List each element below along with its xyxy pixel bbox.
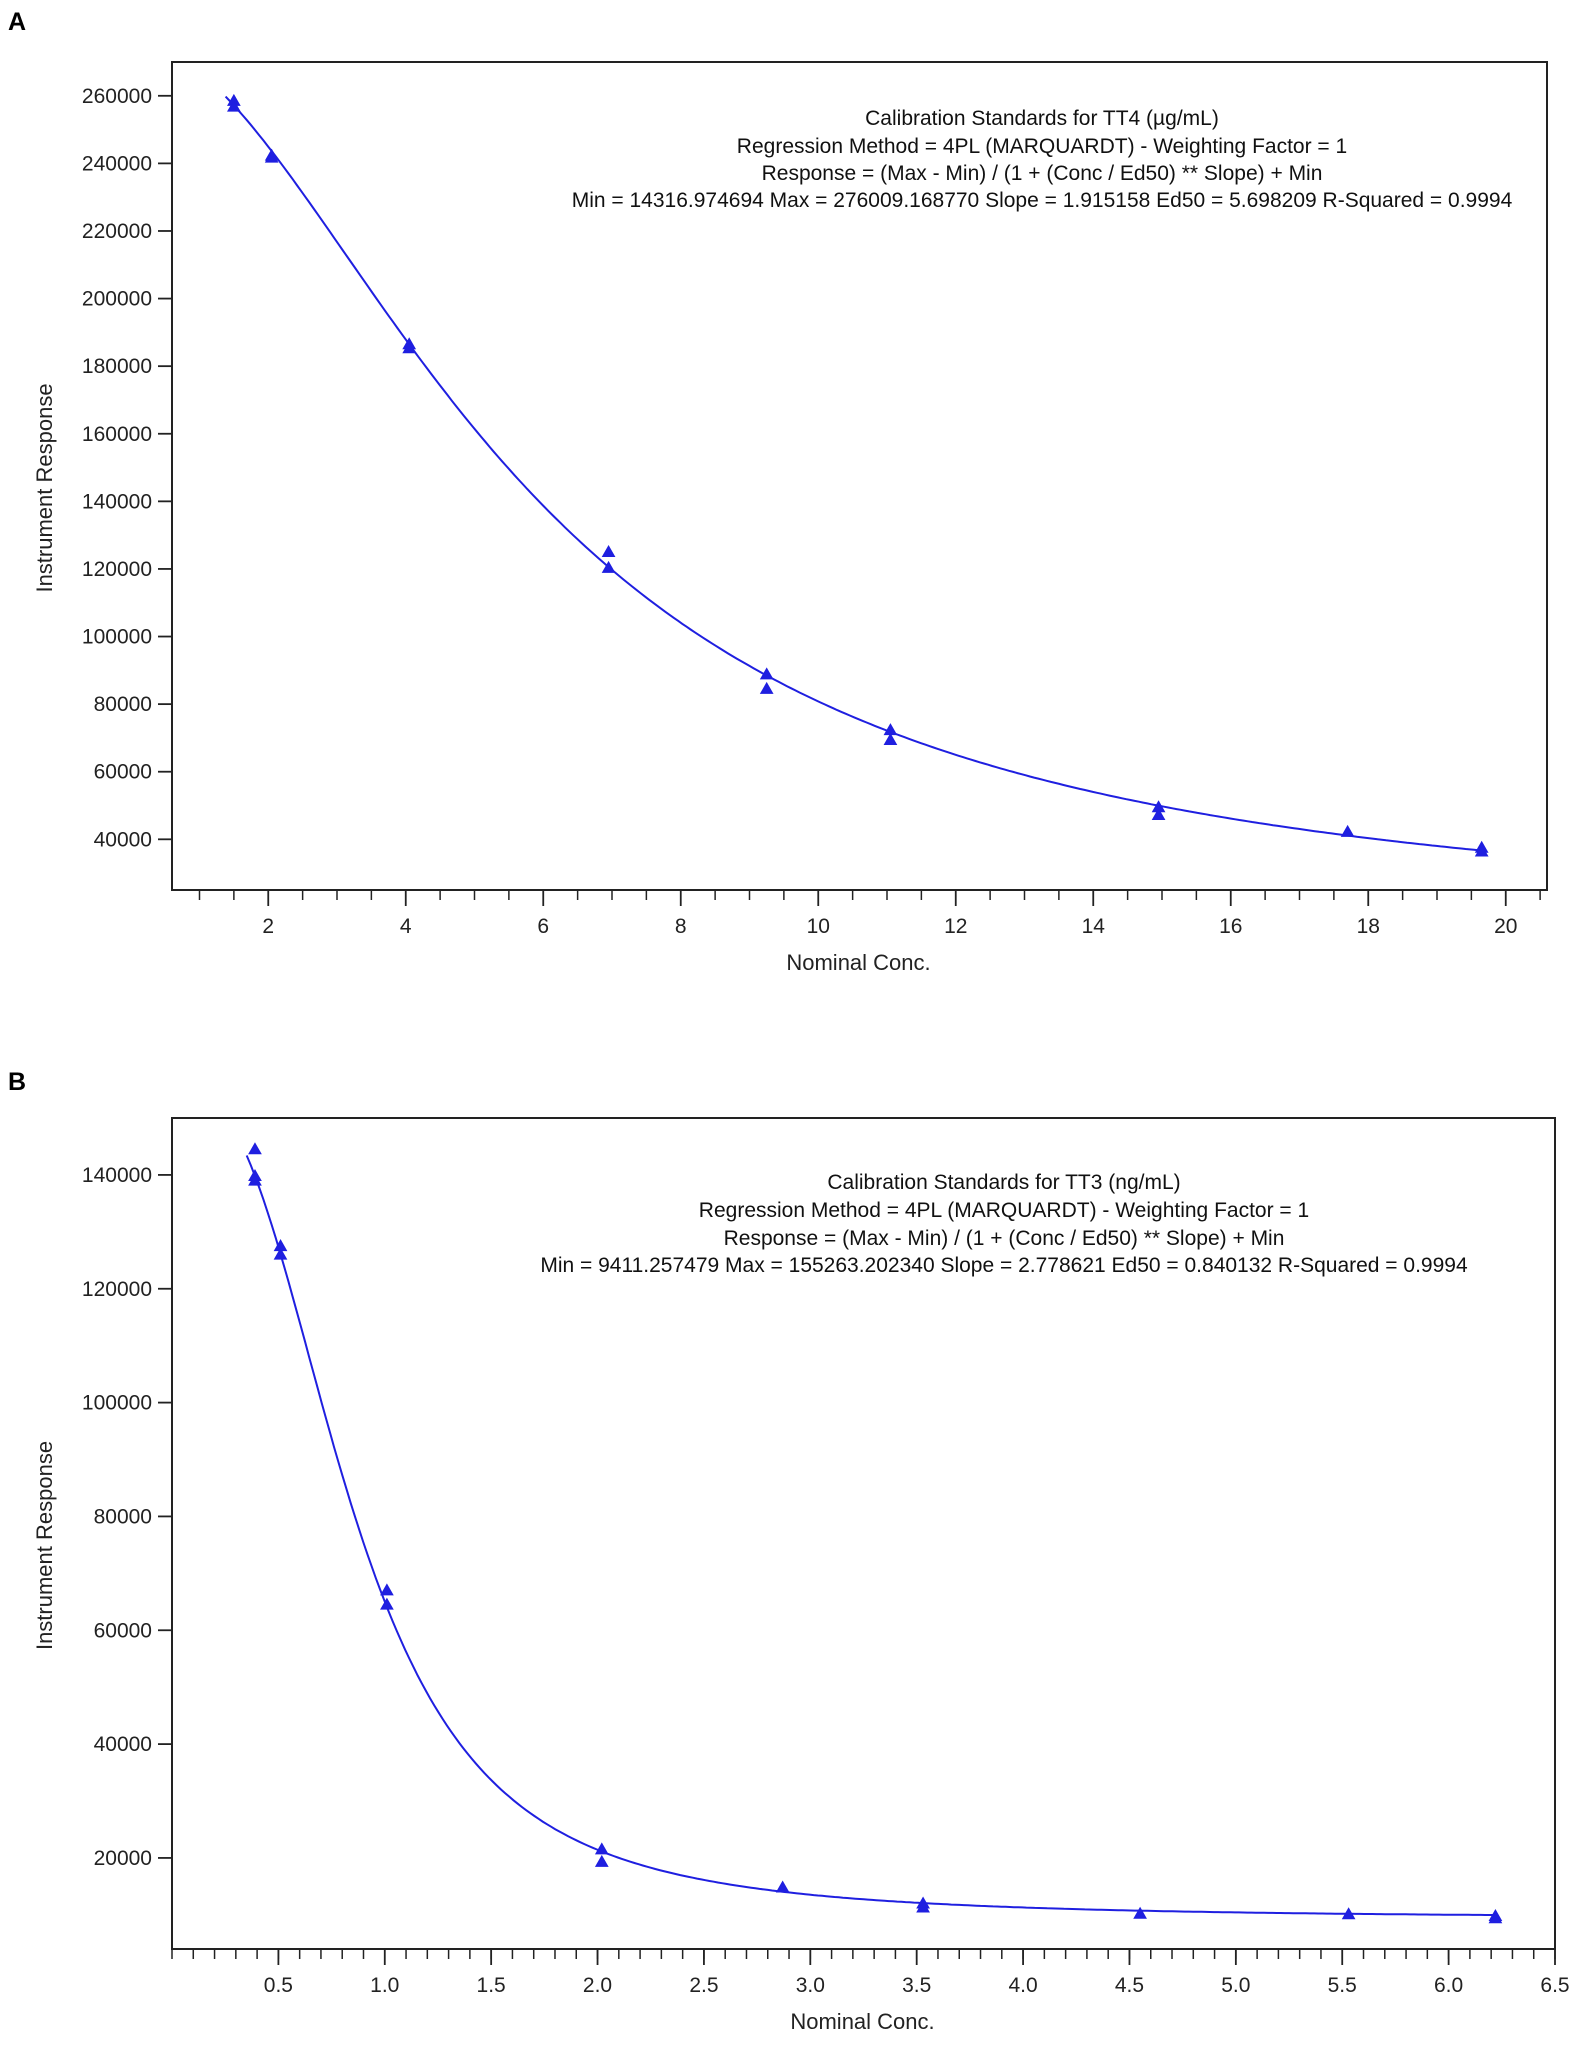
y-tick-label: 100000: [82, 626, 152, 649]
annotation-line: Regression Method = 4PL (MARQUARDT) - We…: [699, 1199, 1309, 1222]
y-tick-label: 140000: [82, 490, 152, 513]
x-tick-label: 0.5: [264, 1974, 293, 1997]
data-point: [601, 560, 616, 573]
data-point: [1133, 1906, 1147, 1919]
x-tick-label: 4.0: [1008, 1974, 1037, 1997]
y-tick-label: 60000: [94, 1619, 152, 1642]
chart-a-tt4: 2 4 6 8 10 12 14 16 18 20 40000 60000 80000 100000 120…: [32, 61, 1548, 975]
x-tick-label: 20: [1494, 915, 1517, 938]
y-tick-label: 160000: [82, 423, 152, 446]
plot-frame: [171, 61, 1548, 891]
x-tick-label: 3.5: [902, 1974, 931, 1997]
x-tick-label: 6: [537, 915, 549, 938]
data-point: [1151, 807, 1166, 820]
x-tick-label: 3.0: [796, 1974, 825, 1997]
data-point: [759, 667, 774, 680]
data-point: [1340, 824, 1355, 837]
data-point: [380, 1597, 394, 1610]
data-point: [775, 1880, 790, 1893]
annotation-line: Calibration Standards for TT3 (ng/mL): [827, 1171, 1180, 1194]
y-tick-label: 180000: [82, 355, 152, 378]
x-tick-label: 5.0: [1221, 1974, 1250, 1997]
data-point: [1341, 1907, 1356, 1920]
x-tick-label: 10: [807, 915, 830, 938]
y-tick-label: 80000: [94, 1505, 152, 1528]
x-tick-label: 2.5: [689, 1974, 718, 1997]
y-tick-label: 200000: [82, 288, 152, 311]
annotation-line: Response = (Max - Min) / (1 + (Conc / Ed…: [762, 162, 1323, 185]
plot-frame: [171, 1117, 1556, 1950]
annotation-line: Regression Method = 4PL (MARQUARDT) - We…: [737, 135, 1347, 158]
x-tick-label: 2.0: [583, 1974, 612, 1997]
data-point: [248, 1173, 262, 1186]
data-point: [227, 99, 241, 112]
x-tick-label: 16: [1219, 915, 1242, 938]
data-point: [916, 1900, 930, 1913]
x-tick-label: 2: [262, 915, 274, 938]
annotation-line: Min = 14316.974694 Max = 276009.168770 S…: [572, 189, 1513, 212]
y-tick-label: 140000: [82, 1164, 152, 1187]
data-point: [402, 341, 417, 354]
x-tick-label: 1.0: [370, 1974, 399, 1997]
y-tick-label: 40000: [94, 828, 152, 851]
y-tick-label: 100000: [82, 1392, 152, 1415]
x-tick-label: 4.5: [1115, 1974, 1144, 1997]
data-point: [273, 1247, 288, 1260]
y-tick-label: 80000: [94, 693, 152, 716]
x-tick-label: 14: [1082, 915, 1106, 938]
panel-label-b: B: [8, 1068, 27, 1096]
y-tick-label: 120000: [82, 558, 152, 581]
y-tick-label: 220000: [82, 220, 152, 243]
annotation-line: Min = 9411.257479 Max = 155263.202340 Sl…: [540, 1254, 1468, 1277]
x-tick-label: 5.5: [1328, 1974, 1357, 1997]
data-point: [248, 1142, 262, 1155]
chart-b-tt3: 0.5 1.0 1.5 2.0 2.5 3.0 3.5 4.0 4.5 5.0 5.5 6.0 6.5 2…: [32, 1117, 1570, 2034]
y-tick-label: 40000: [94, 1733, 152, 1756]
data-point: [380, 1583, 394, 1596]
panel-label-a: A: [8, 8, 27, 36]
fit-curve: [245, 1155, 1498, 1916]
data-point: [594, 1842, 609, 1855]
x-tick-label: 4: [400, 915, 412, 938]
data-point: [1474, 844, 1489, 857]
fit-curve: [224, 95, 1483, 852]
data-point: [264, 150, 279, 163]
data-point: [759, 681, 774, 694]
y-axis-title: Instrument Response: [32, 383, 57, 592]
data-point: [883, 732, 898, 745]
data-point: [594, 1854, 609, 1867]
y-tick-label: 240000: [82, 152, 152, 175]
y-axis-title: Instrument Response: [32, 1441, 57, 1650]
annotation-line: Calibration Standards for TT4 (µg/mL): [865, 107, 1219, 130]
x-tick-label: 18: [1357, 915, 1380, 938]
y-tick-label: 60000: [94, 761, 152, 784]
data-point: [1488, 1911, 1503, 1924]
x-tick-label: 8: [675, 915, 687, 938]
x-tick-label: 6.0: [1434, 1974, 1463, 1997]
x-tick-label: 6.5: [1540, 1974, 1569, 1997]
y-tick-label: 20000: [94, 1847, 152, 1870]
x-axis-title: Nominal Conc.: [790, 2009, 934, 2034]
x-axis-title: Nominal Conc.: [786, 950, 930, 975]
x-tick-label: 1.5: [477, 1974, 506, 1997]
annotation-line: Response = (Max - Min) / (1 + (Conc / Ed…: [724, 1227, 1285, 1250]
y-tick-label: 120000: [82, 1278, 152, 1301]
x-tick-label: 12: [944, 915, 967, 938]
y-tick-label: 260000: [82, 85, 152, 108]
data-point: [601, 545, 616, 558]
